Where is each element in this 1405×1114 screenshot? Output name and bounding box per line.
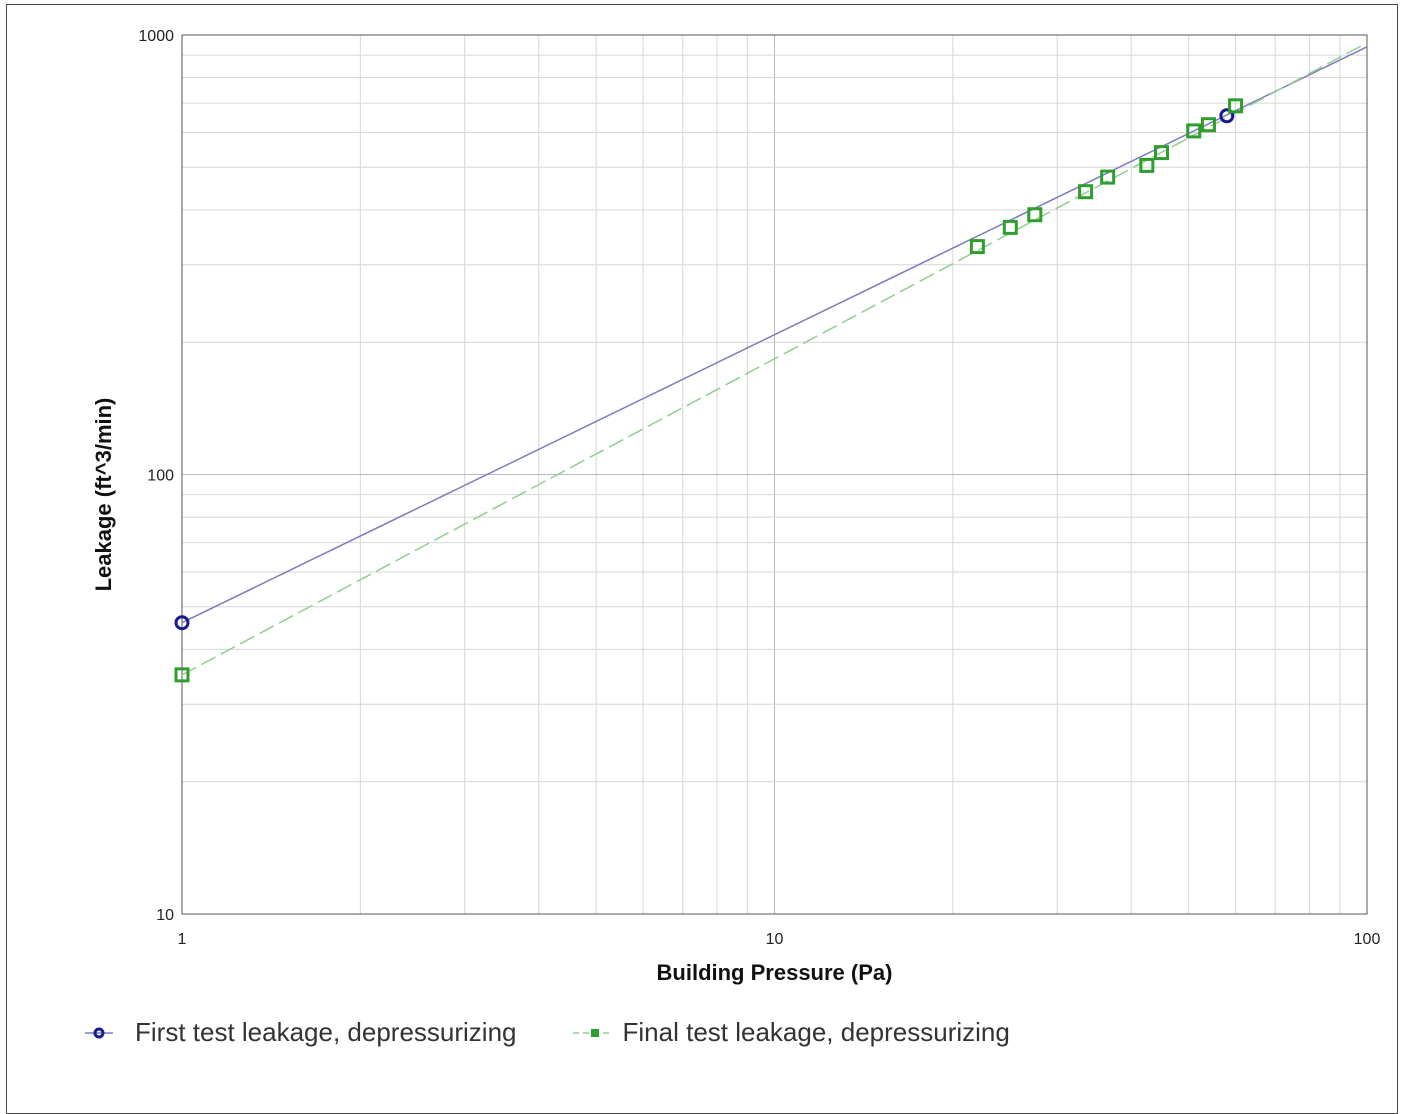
data-point-series-1 xyxy=(1078,184,1094,200)
data-point-series-1 xyxy=(969,239,985,255)
x-axis-label: Building Pressure (Pa) xyxy=(657,960,893,985)
data-point-series-1 xyxy=(1100,169,1116,185)
data-point-series-1 xyxy=(1186,123,1202,139)
x-tick-label: 10 xyxy=(766,931,784,948)
data-point-series-1 xyxy=(1154,145,1170,161)
data-point-series-1 xyxy=(1139,157,1155,173)
data-point-series-1 xyxy=(1002,219,1018,235)
data-point-series-1 xyxy=(1027,207,1043,223)
fit-line-series-0 xyxy=(181,46,1368,624)
y-tick-label: 1000 xyxy=(138,28,174,45)
fit-line-series-1 xyxy=(181,42,1368,676)
legend-label-final-test: Final test leakage, depressurizing xyxy=(622,1017,1010,1047)
legend-item-final-test: Final test leakage, depressurizing xyxy=(572,1017,1010,1048)
data-point-series-1 xyxy=(1228,98,1244,114)
y-axis-label: Leakage (ft^3/min) xyxy=(91,398,116,592)
legend-swatch-circle-icon xyxy=(85,1027,113,1038)
data-markers xyxy=(174,98,1244,683)
grid xyxy=(181,34,1368,915)
x-tick-label: 100 xyxy=(1354,931,1381,948)
data-point-series-1 xyxy=(174,667,190,683)
plot-area xyxy=(181,34,1368,915)
legend: First test leakage, depressurizing Final… xyxy=(85,1017,1066,1048)
legend-label-first-test: First test leakage, depressurizing xyxy=(135,1017,517,1047)
data-point-series-0 xyxy=(1219,108,1235,124)
y-tick-label: 10 xyxy=(156,907,174,924)
data-point-series-1 xyxy=(1200,117,1216,133)
x-tick-label: 1 xyxy=(178,931,187,948)
chart-frame: 1 10 100 10 100 1000 Building Pressure (Pa) L… xyxy=(6,4,1398,1114)
legend-item-first-test: First test leakage, depressurizing xyxy=(85,1017,517,1048)
y-tick-label: 100 xyxy=(147,468,174,485)
data-point-series-0 xyxy=(174,615,190,631)
legend-swatch-square-icon xyxy=(572,1028,609,1037)
fit-lines xyxy=(181,42,1368,676)
